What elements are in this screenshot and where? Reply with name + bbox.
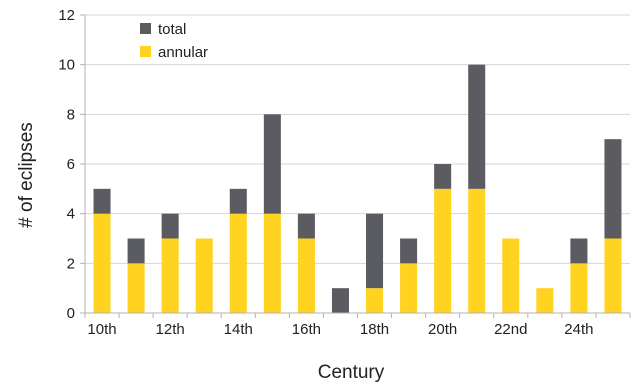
bar-total-10th bbox=[93, 188, 111, 214]
x-tick-label: 12th bbox=[156, 321, 185, 338]
x-tick-label: 14th bbox=[224, 321, 253, 338]
bar-annular-20th bbox=[434, 188, 452, 313]
x-tick-label: 18th bbox=[360, 321, 389, 338]
bar-total-16th bbox=[297, 213, 315, 239]
bar-annular-13th bbox=[195, 238, 213, 313]
x-tick-label: 20th bbox=[428, 321, 457, 338]
bar-total-24th bbox=[570, 238, 588, 264]
y-tick-label: 10 bbox=[58, 57, 75, 74]
legend-label-total: total bbox=[158, 21, 186, 38]
bar-annular-18th bbox=[366, 288, 384, 313]
bar-annular-24th bbox=[570, 263, 588, 313]
x-tick-label: 10th bbox=[87, 321, 116, 338]
bar-total-12th bbox=[161, 213, 179, 239]
bar-annular-22nd bbox=[502, 238, 520, 313]
bar-annular-25th bbox=[604, 238, 622, 313]
bar-total-17th bbox=[331, 288, 349, 313]
x-tick-label: 22nd bbox=[494, 321, 527, 338]
bar-total-19th bbox=[400, 238, 418, 264]
legend: total annular bbox=[140, 21, 208, 61]
bar-annular-19th bbox=[400, 263, 418, 313]
bar-total-18th bbox=[366, 213, 384, 289]
x-axis-title: Century bbox=[318, 362, 385, 383]
bar-annular-12th bbox=[161, 238, 179, 313]
bar-annular-21st bbox=[468, 188, 486, 313]
y-tick-labels: 0 2 4 6 8 10 12 bbox=[58, 7, 75, 322]
bar-annular-16th bbox=[297, 238, 315, 313]
x-tick-labels: 10th 12th 14th 16th 18th 20th 22nd 24th bbox=[87, 321, 593, 338]
y-tick-label: 6 bbox=[67, 156, 75, 173]
y-tick-label: 12 bbox=[58, 7, 75, 24]
bar-total-14th bbox=[229, 188, 247, 214]
bar-total-25th bbox=[604, 139, 622, 239]
y-axis-title: # of eclipses bbox=[16, 122, 37, 228]
bars bbox=[93, 64, 622, 313]
bar-annular-10th bbox=[93, 213, 111, 313]
bar-annular-15th bbox=[263, 213, 281, 313]
bar-total-20th bbox=[434, 164, 452, 189]
bar-annular-11th bbox=[127, 263, 145, 313]
y-tick-label: 8 bbox=[67, 106, 75, 123]
legend-swatch-total bbox=[140, 23, 151, 34]
axes bbox=[84, 15, 631, 318]
y-tick-label: 0 bbox=[67, 305, 75, 322]
x-tick-label: 16th bbox=[292, 321, 321, 338]
bar-total-21st bbox=[468, 64, 486, 189]
bar-total-11th bbox=[127, 238, 145, 264]
x-tick-label: 24th bbox=[564, 321, 593, 338]
bar-total-15th bbox=[263, 114, 281, 214]
y-tick-label: 4 bbox=[67, 206, 75, 223]
legend-label-annular: annular bbox=[158, 44, 208, 61]
bar-annular-14th bbox=[229, 213, 247, 313]
legend-swatch-annular bbox=[140, 46, 151, 57]
bar-annular-23rd bbox=[536, 288, 554, 313]
y-tick-label: 2 bbox=[67, 255, 75, 272]
